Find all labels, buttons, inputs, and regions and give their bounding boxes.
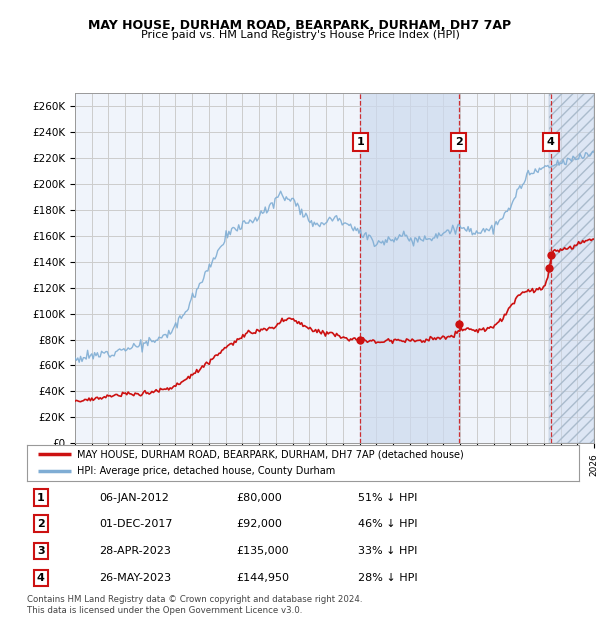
Text: Contains HM Land Registry data © Crown copyright and database right 2024.
This d: Contains HM Land Registry data © Crown c… — [27, 595, 362, 614]
Text: Price paid vs. HM Land Registry's House Price Index (HPI): Price paid vs. HM Land Registry's House … — [140, 30, 460, 40]
Text: 06-JAN-2012: 06-JAN-2012 — [99, 493, 169, 503]
Text: MAY HOUSE, DURHAM ROAD, BEARPARK, DURHAM, DH7 7AP: MAY HOUSE, DURHAM ROAD, BEARPARK, DURHAM… — [88, 19, 512, 32]
Bar — [360, 93, 459, 443]
Text: £135,000: £135,000 — [237, 546, 289, 556]
Bar — [549, 93, 594, 443]
Text: 51% ↓ HPI: 51% ↓ HPI — [358, 493, 418, 503]
Text: 1: 1 — [356, 137, 364, 148]
Text: 28% ↓ HPI: 28% ↓ HPI — [358, 573, 418, 583]
Text: 01-DEC-2017: 01-DEC-2017 — [99, 519, 172, 529]
Text: 28-APR-2023: 28-APR-2023 — [99, 546, 170, 556]
Text: 26-MAY-2023: 26-MAY-2023 — [99, 573, 171, 583]
Text: 2: 2 — [37, 519, 44, 529]
Text: 4: 4 — [37, 573, 45, 583]
Text: 46% ↓ HPI: 46% ↓ HPI — [358, 519, 418, 529]
Text: HPI: Average price, detached house, County Durham: HPI: Average price, detached house, Coun… — [77, 466, 335, 476]
Text: £144,950: £144,950 — [237, 573, 290, 583]
Text: 3: 3 — [37, 546, 44, 556]
Text: 2: 2 — [455, 137, 463, 148]
Text: £92,000: £92,000 — [237, 519, 283, 529]
Text: MAY HOUSE, DURHAM ROAD, BEARPARK, DURHAM, DH7 7AP (detached house): MAY HOUSE, DURHAM ROAD, BEARPARK, DURHAM… — [77, 450, 463, 459]
Text: £80,000: £80,000 — [237, 493, 283, 503]
Bar — [549, 93, 594, 443]
Text: 33% ↓ HPI: 33% ↓ HPI — [358, 546, 418, 556]
Text: 4: 4 — [547, 137, 555, 148]
Text: 1: 1 — [37, 493, 44, 503]
